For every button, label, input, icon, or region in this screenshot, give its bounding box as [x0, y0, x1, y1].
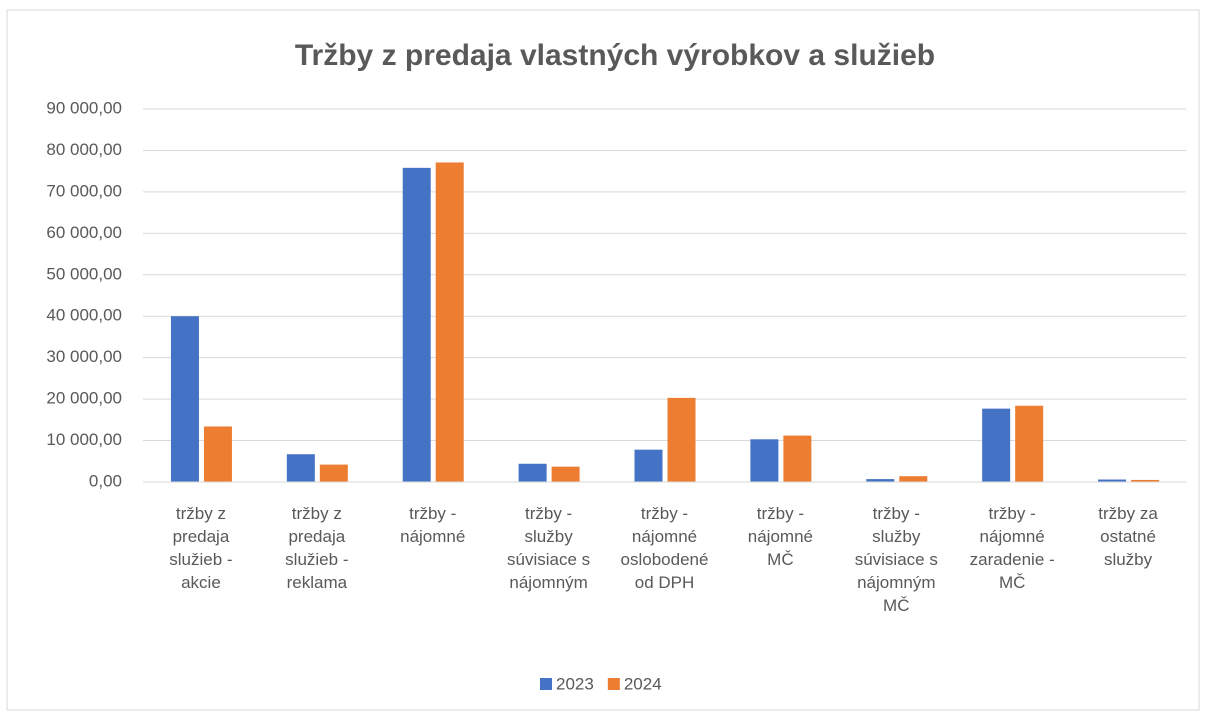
- bar: [435, 162, 464, 483]
- x-tick-label: tržby -nájomné zaradenie -MČ: [970, 504, 1055, 592]
- y-tick-label: 80 000,00: [46, 140, 122, 159]
- legend-swatch: [540, 678, 552, 690]
- bar: [750, 439, 779, 482]
- x-tick-label: tržby z predaja služieb -akcie: [169, 504, 232, 592]
- bar: [899, 476, 928, 482]
- x-tick-label: tržby -nájomné oslobodené od DPH: [621, 504, 709, 592]
- x-tick-label: tržby -nájomné: [400, 504, 465, 546]
- x-tick-label: tržby za ostatné služby: [1098, 504, 1158, 569]
- x-tick-label: tržby -služby súvisiace s nájomným MČ: [855, 504, 938, 615]
- y-tick-label: 60 000,00: [46, 223, 122, 242]
- y-tick-label: 30 000,00: [46, 347, 122, 366]
- bar: [518, 463, 547, 482]
- x-tick-label: tržby z predaja služieb -reklama: [285, 504, 348, 592]
- bar: [634, 449, 663, 482]
- bar: [286, 454, 315, 482]
- bar: [1015, 405, 1044, 482]
- bar: [1098, 479, 1127, 482]
- legend-label: 2024: [624, 674, 662, 693]
- legend-swatch: [607, 678, 620, 690]
- bar: [319, 464, 348, 482]
- chart-border: [6, 9, 1200, 711]
- y-tick-label: 10 000,00: [46, 430, 122, 449]
- legend-label: 2023: [556, 674, 594, 693]
- bar: [866, 479, 895, 482]
- x-tick-label: tržby -nájomné MČ: [748, 504, 813, 569]
- y-tick-label: 50 000,00: [46, 264, 122, 283]
- bar: [203, 426, 232, 482]
- bar: [667, 397, 696, 482]
- y-tick-label: 90 000,00: [46, 98, 122, 117]
- bar: [783, 435, 812, 482]
- bar: [551, 466, 580, 482]
- chart-title: Tržby z predaja vlastných výrobkov a slu…: [295, 39, 935, 72]
- bar: [402, 167, 431, 482]
- bar: [1131, 479, 1160, 482]
- y-tick-label: 70 000,00: [46, 181, 122, 200]
- bar: [170, 316, 199, 482]
- y-tick-label: 0,00: [89, 471, 122, 490]
- y-tick-label: 40 000,00: [46, 306, 122, 325]
- x-tick-label: tržby -služby súvisiace s nájomným: [507, 504, 590, 592]
- y-tick-label: 20 000,00: [46, 389, 122, 408]
- bar: [982, 408, 1011, 482]
